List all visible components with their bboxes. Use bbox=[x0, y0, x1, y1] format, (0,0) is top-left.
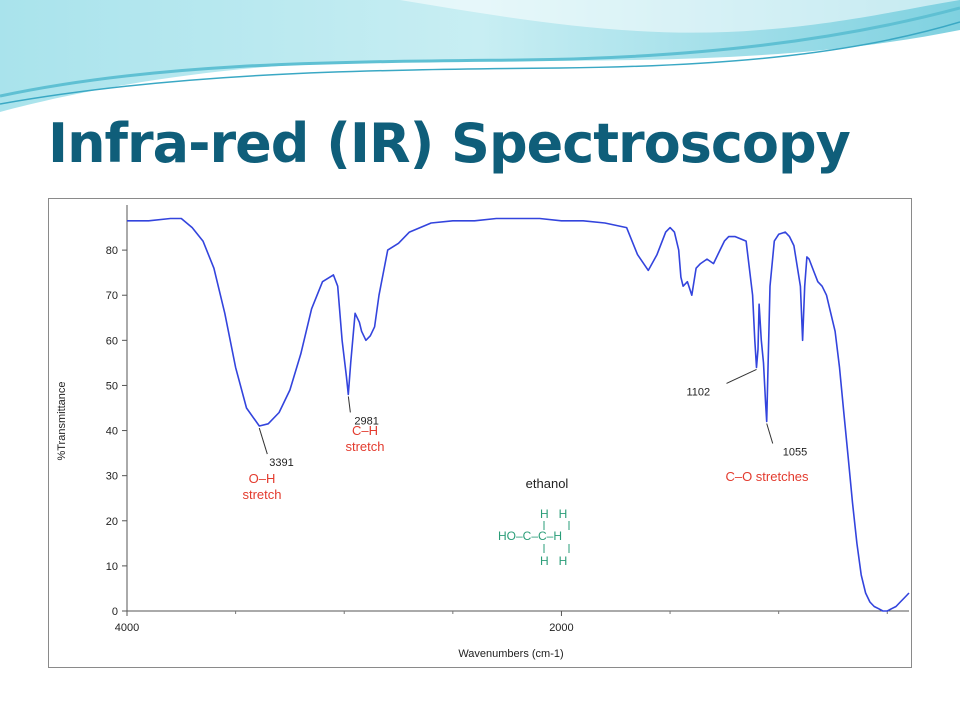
co-stretches-label: C–O stretches bbox=[725, 469, 809, 484]
peak-label: 3391 bbox=[269, 457, 293, 469]
peak-leader-line bbox=[766, 423, 774, 444]
ethanol-structure: H H HO–C–C–H H H bbox=[498, 507, 570, 568]
spectrum-line bbox=[127, 217, 910, 612]
x-tick-label: 4000 bbox=[115, 622, 139, 634]
compound-name: ethanol bbox=[526, 476, 569, 491]
x-tick-label: 2000 bbox=[549, 622, 573, 634]
axes bbox=[126, 205, 909, 612]
y-tick-label: 20 bbox=[106, 516, 118, 528]
oh-stretch-label: O–H bbox=[249, 471, 276, 486]
peak-leader-line bbox=[347, 396, 351, 413]
ir-spectrum-chart: 0 10 20 30 40 50 60 70 80 4000 2000 3391 2981 1102 10… bbox=[48, 198, 912, 668]
structure-bottom-hydrogens: H H bbox=[540, 554, 567, 568]
peak-label: 2981 bbox=[354, 415, 378, 427]
y-tick-label: 0 bbox=[112, 606, 118, 618]
header-wave-banner bbox=[0, 0, 960, 112]
y-tick-label: 10 bbox=[106, 561, 118, 573]
y-tick-label: 30 bbox=[106, 471, 118, 483]
peak-label: 1102 bbox=[687, 386, 711, 398]
axis-ticks: 0 10 20 30 40 50 60 70 80 4000 2000 bbox=[106, 245, 888, 634]
peak-label: 1055 bbox=[783, 447, 807, 459]
series-layer bbox=[127, 217, 910, 612]
y-tick-label: 60 bbox=[106, 335, 118, 347]
peak-annotations: 3391 2981 1102 1055 bbox=[258, 368, 807, 469]
structure-main-chain: HO–C–C–H bbox=[498, 529, 562, 543]
x-axis-title: Wavenumbers (cm-1) bbox=[458, 648, 563, 660]
peak-leader-line bbox=[726, 368, 757, 384]
y-tick-label: 70 bbox=[106, 290, 118, 302]
y-axis-title: %Transmittance bbox=[56, 381, 68, 460]
spectrum-plot: 0 10 20 30 40 50 60 70 80 4000 2000 3391 2981 1102 10… bbox=[56, 205, 910, 660]
peak-leader-line bbox=[258, 427, 268, 455]
ch-stretch-label-2: stretch bbox=[345, 439, 384, 454]
ch-stretch-label: C–H bbox=[352, 423, 378, 438]
slide-title: Infra-red (IR) Spectroscopy bbox=[48, 112, 851, 175]
oh-stretch-label-2: stretch bbox=[242, 487, 281, 502]
structure-top-hydrogens: H H bbox=[540, 507, 567, 521]
y-tick-label: 40 bbox=[106, 426, 118, 438]
y-tick-label: 80 bbox=[106, 245, 118, 257]
y-tick-label: 50 bbox=[106, 380, 118, 392]
